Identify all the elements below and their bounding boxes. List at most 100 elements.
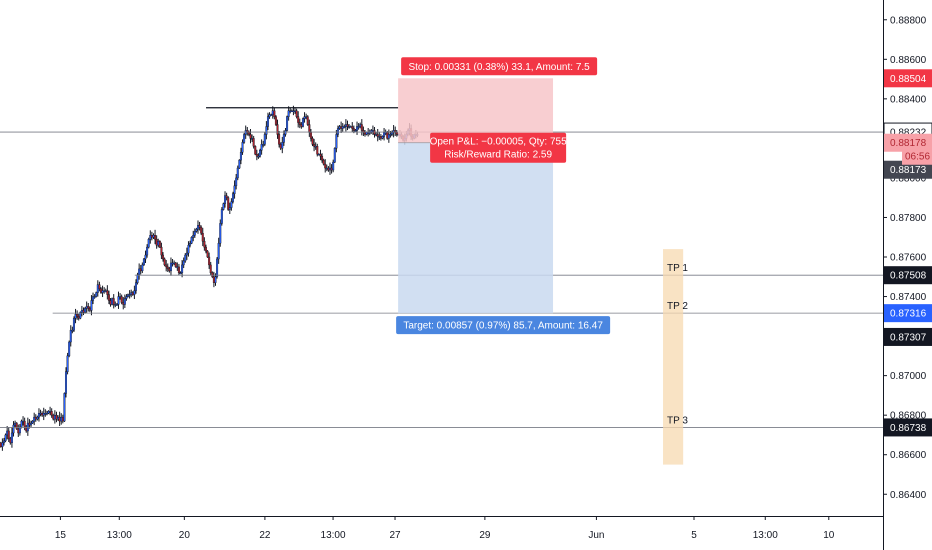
candle-body — [391, 132, 394, 135]
candle-body — [55, 414, 58, 420]
candle-body — [249, 134, 252, 139]
candle-body — [274, 116, 277, 125]
countdown-box — [902, 147, 932, 165]
candle-body — [147, 239, 150, 248]
candle-body — [0, 442, 2, 448]
candle-body — [363, 132, 366, 135]
candle-body — [346, 124, 349, 127]
candle-body — [96, 284, 99, 293]
candle-body — [80, 310, 83, 313]
candle-body — [376, 134, 379, 137]
candle-body — [300, 124, 303, 127]
candle-body — [114, 304, 117, 306]
candle-body — [273, 110, 276, 117]
candle-body — [179, 272, 182, 275]
candle-body — [182, 260, 185, 266]
candle-body — [255, 154, 258, 157]
candle-body — [317, 154, 320, 156]
rr-label: Risk/Reward Ratio: 2.59 — [444, 150, 552, 161]
candle-body — [120, 296, 123, 303]
candle-body — [206, 250, 209, 258]
candle-body — [352, 128, 355, 131]
candle-body — [176, 266, 179, 269]
candle-body — [101, 290, 104, 293]
candle-body — [28, 422, 31, 426]
candle-body — [254, 146, 257, 155]
target-label-box — [396, 316, 611, 335]
price-badge: 0.87316 — [890, 309, 927, 320]
price-tick-label: 0.86800 — [890, 411, 927, 422]
candle-body — [187, 244, 190, 254]
candle-body — [76, 314, 79, 317]
candle-body — [72, 318, 75, 331]
candle-body — [381, 136, 384, 139]
candle-body — [64, 371, 67, 394]
candle-body — [348, 126, 351, 128]
candle-body — [238, 159, 241, 169]
time-tick-label: 27 — [389, 530, 401, 541]
candle-body — [368, 132, 371, 134]
candle-body — [119, 296, 122, 298]
candle-body — [209, 264, 212, 274]
price-badge-box — [884, 266, 932, 285]
candle-body — [134, 282, 137, 291]
price-tick-label: 0.88000 — [890, 173, 927, 184]
price-badge: 0.88173 — [890, 165, 927, 176]
candle-body — [74, 314, 77, 319]
candle-body — [303, 116, 306, 119]
target-zone — [398, 142, 554, 314]
price-tick-label: 0.88800 — [890, 15, 927, 26]
candle-body — [354, 130, 357, 132]
candle-body — [325, 167, 328, 170]
candle-body — [90, 300, 93, 311]
price-badge-box — [884, 69, 932, 88]
target-label: Target: 0.00857 (0.97%) 85.7, Amount: 16… — [403, 321, 603, 332]
candle-body — [378, 136, 381, 138]
candle-body — [389, 134, 392, 136]
long-position-tool[interactable]: Stop: 0.00331 (0.38%) 33.1, Amount: 7.5 O… — [396, 57, 611, 335]
candle-body — [50, 411, 53, 416]
candle-body — [231, 193, 234, 202]
candle-body — [98, 284, 101, 289]
candle-body — [112, 298, 115, 305]
candle-body — [58, 416, 61, 422]
candle-body — [338, 126, 341, 129]
candle-body — [212, 276, 215, 283]
candle-body — [375, 134, 378, 136]
tp-zone-layer: TP 1 TP 2 TP 3 — [663, 249, 688, 465]
candle-body — [251, 138, 254, 140]
candle-body — [115, 304, 118, 306]
time-tick-label: 13:00 — [107, 530, 132, 541]
candle-body — [265, 126, 268, 135]
price-badge: 0.88232 — [890, 128, 927, 139]
candle-body — [306, 116, 309, 125]
candle-body — [322, 159, 325, 165]
price-badge-box — [884, 327, 932, 346]
candle-body — [235, 177, 238, 187]
time-tick-label: 20 — [179, 530, 191, 541]
candle-body — [155, 239, 158, 246]
time-tick-label: 13:00 — [321, 530, 346, 541]
candle-body — [61, 416, 64, 422]
candle-body — [39, 412, 42, 415]
candle-body — [297, 116, 300, 123]
candle-body — [37, 412, 40, 418]
price-tick-label: 0.88400 — [890, 94, 927, 105]
candle-body — [359, 124, 362, 127]
candle-body — [222, 203, 225, 210]
candle-body — [190, 237, 193, 244]
candle-body — [163, 258, 166, 266]
candle-body — [77, 316, 80, 319]
candle-body — [117, 296, 120, 305]
candle-body — [356, 126, 359, 131]
candle-body — [17, 428, 20, 434]
candle-body — [305, 116, 308, 118]
candle-body — [308, 124, 311, 133]
candle-body — [33, 416, 36, 422]
candle-body — [286, 116, 289, 131]
candle-body — [257, 155, 260, 158]
candle-body — [166, 266, 169, 270]
time-axis[interactable]: 15 13:00 20 22 13:00 27 29 Jun 5 13:00 10 — [0, 516, 884, 541]
candle-body — [344, 124, 347, 127]
